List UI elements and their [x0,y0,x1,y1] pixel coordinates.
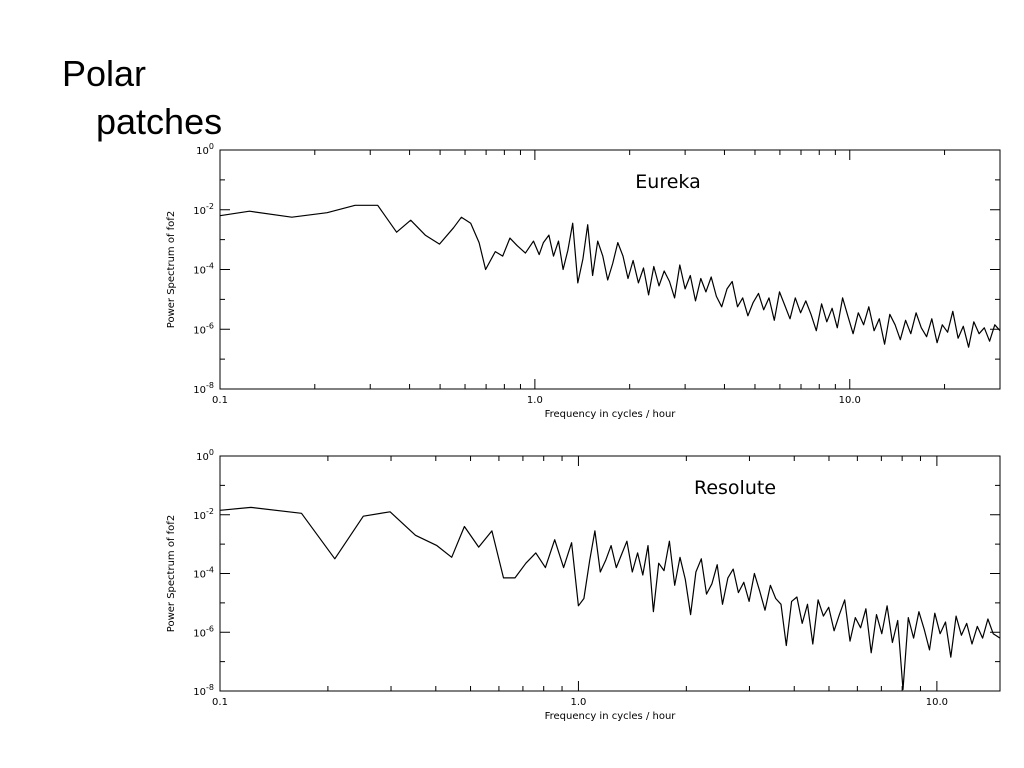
plot-frame [219,149,1001,390]
y-tick-label: 10-2 [193,507,214,522]
y-tick-label: 10-4 [193,566,214,581]
slide-title-line1: Polar [62,53,147,94]
y-tick-label: 100 [196,448,214,463]
y-axis-label: Power Spectrum of fof2 [166,515,177,632]
series-line [219,506,1001,691]
y-tick-label: 10-6 [193,624,214,639]
x-tick-label: 10.0 [839,395,861,406]
slide-title: Polar patches [62,50,222,146]
x-tick-label: 1.0 [570,697,586,708]
eureka-chart: 100 10-2 10-4 10-6 10-80.1 1.0 10.0 Frequency i… [166,142,1001,420]
y-tick-label: 10-6 [193,321,214,336]
y-tick-label: 10-2 [193,202,214,217]
chart-title: Resolute [694,477,776,499]
slide-title-line2: patches [96,101,223,142]
y-tick-label: 10-8 [193,381,214,396]
y-tick-label: 10-4 [193,262,214,277]
x-tick-label: 0.1 [212,697,228,708]
x-tick-label: 1.0 [527,395,543,406]
x-axis-label: Frequency in cycles / hour [545,711,677,722]
y-tick-label: 10-8 [193,683,214,698]
x-tick-label: 10.0 [926,697,948,708]
resolute-chart: 100 10-2 10-4 10-6 10-80.1 1.0 10.0 Frequency i… [166,448,1001,722]
x-axis-label: Frequency in cycles / hour [545,409,677,420]
x-tick-label: 0.1 [212,395,228,406]
y-tick-label: 100 [196,142,214,157]
chart-title: Eureka [635,171,700,193]
plot-frame [219,455,1001,692]
y-axis-label: Power Spectrum of fof2 [166,211,177,328]
series-line [219,204,1001,348]
